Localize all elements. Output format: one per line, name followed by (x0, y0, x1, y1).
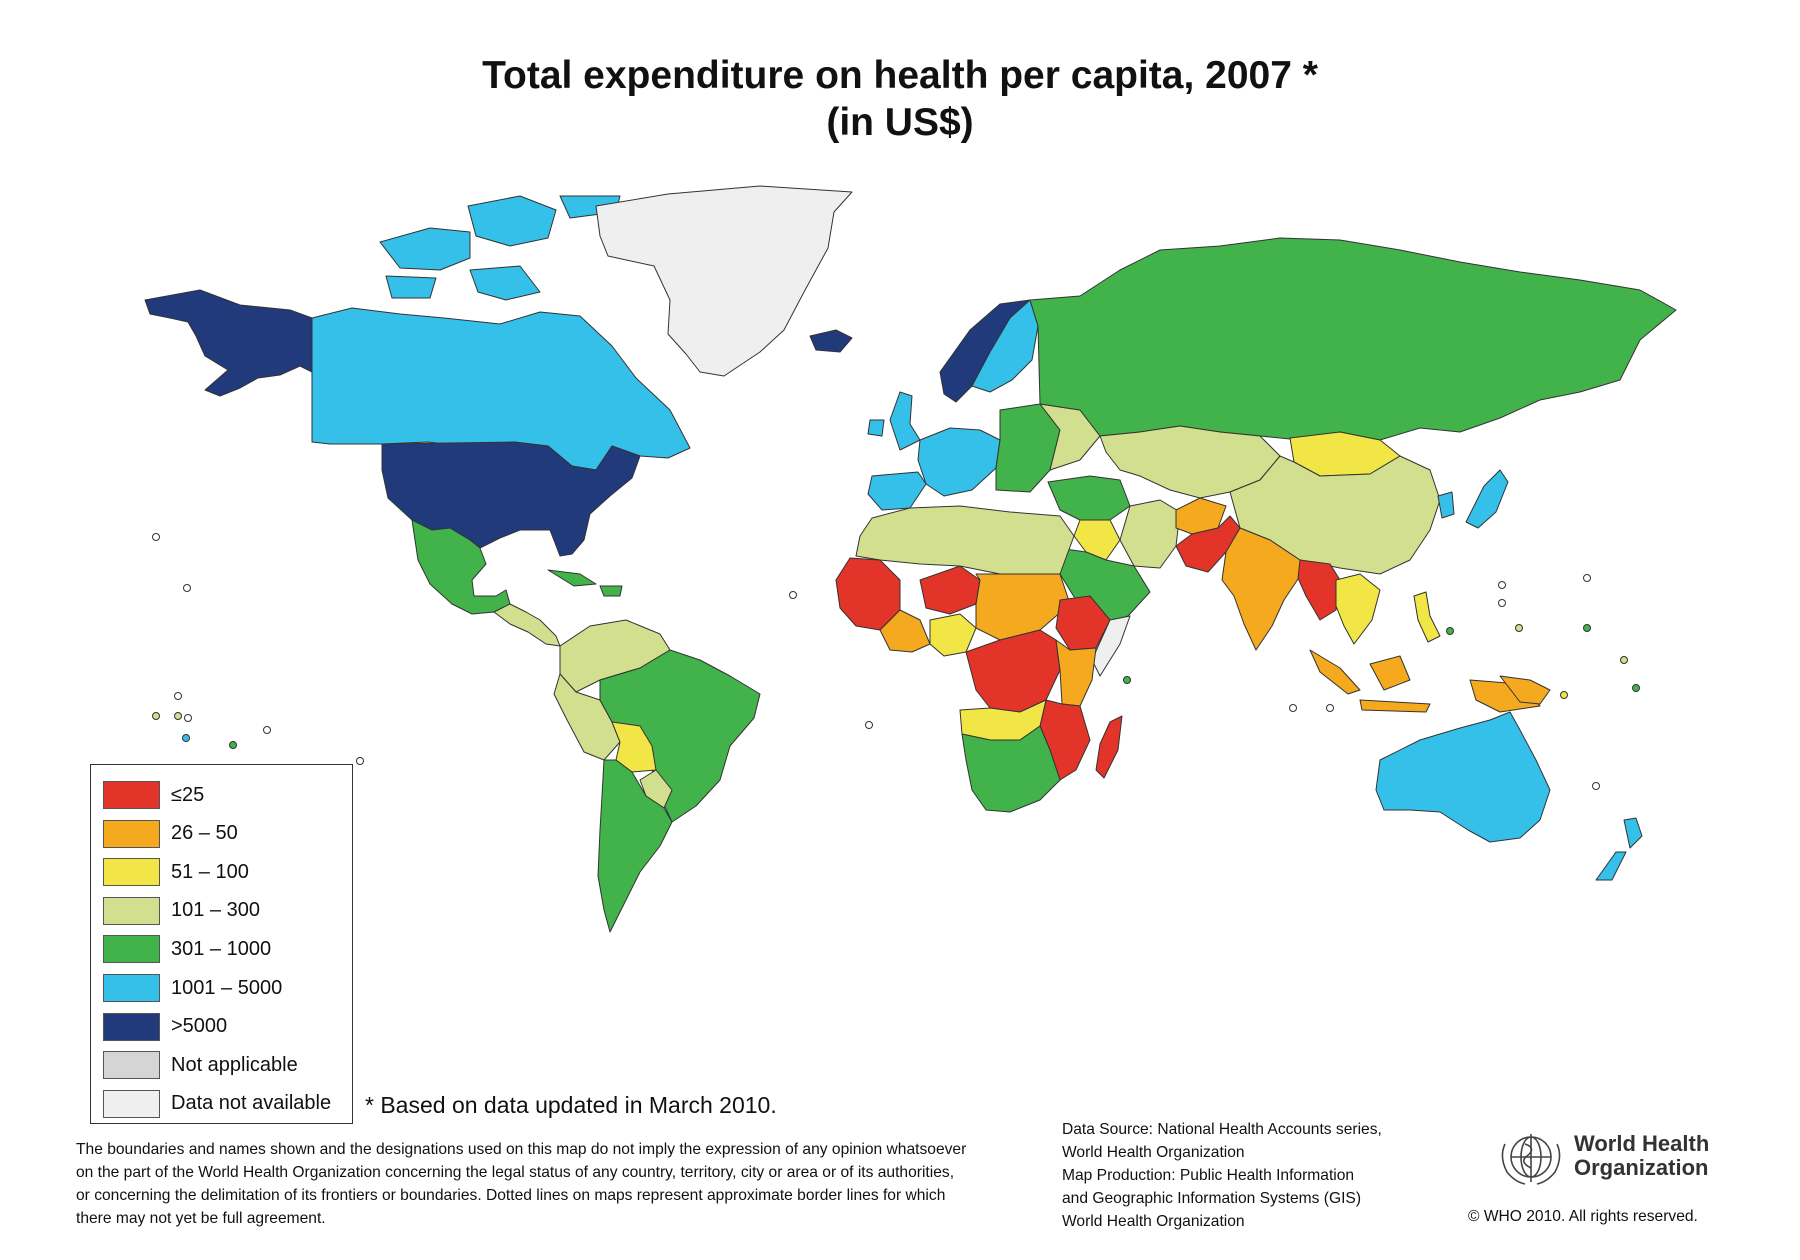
who-name-line-1: World Health (1574, 1131, 1710, 1156)
legend-label: ≤25 (171, 783, 205, 806)
map-title: Total expenditure on health per capita, … (0, 52, 1800, 146)
legend-label: Data not available (171, 1092, 332, 1115)
legend-item: ≤25 (103, 779, 204, 811)
region-india[interactable] (1221, 527, 1301, 651)
disclaimer-line: on the part of the World Health Organiza… (76, 1164, 955, 1181)
who-name-line-2: Organization (1574, 1155, 1709, 1180)
legend-item: 26 – 50 (103, 818, 238, 850)
region-peru-ecuador[interactable] (553, 673, 621, 761)
footnote: * Based on data updated in March 2010. (365, 1092, 777, 1118)
region-iceland[interactable] (809, 329, 853, 353)
region-alaska[interactable] (144, 289, 313, 397)
source-line: and Geographic Information Systems (GIS) (1062, 1190, 1362, 1207)
region-papua[interactable] (1499, 675, 1551, 705)
legend-swatch (103, 781, 160, 809)
copyright: © WHO 2010. All rights reserved. (1468, 1208, 1698, 1225)
region-mexico[interactable] (411, 519, 511, 615)
map-legend: ≤25 26 – 50 51 – 100 101 – 300 301 – 1000 100… (90, 764, 353, 1124)
legend-label: Not applicable (171, 1053, 298, 1076)
region-myanmar-bangladesh[interactable] (1297, 559, 1341, 621)
legend-label: 26 – 50 (171, 822, 238, 845)
title-line-1: Total expenditure on health per capita, … (482, 54, 1318, 97)
legend-label: >5000 (171, 1015, 228, 1038)
disclaimer-line: The boundaries and names shown and the d… (76, 1141, 967, 1158)
legend-swatch (103, 819, 160, 848)
small-islands (152, 533, 1640, 790)
legend-label: 101 – 300 (171, 899, 260, 922)
region-caribbean[interactable] (547, 569, 623, 597)
region-central-africa[interactable] (965, 629, 1061, 713)
region-iberia[interactable] (867, 471, 927, 511)
legend-swatch (103, 935, 160, 964)
legend-swatch (103, 1089, 160, 1118)
data-source: Data Source: National Health Accounts se… (1062, 1118, 1382, 1233)
region-southern-africa[interactable] (961, 725, 1061, 813)
title-line-2: (in US$) (826, 101, 974, 144)
region-niger-chad[interactable] (919, 565, 981, 615)
legend-swatch (103, 858, 160, 887)
legend-label: 1001 – 5000 (171, 976, 283, 999)
region-canada-islands[interactable] (379, 195, 621, 301)
source-line: World Health Organization (1062, 1213, 1245, 1230)
region-middle-east[interactable] (1047, 475, 1131, 521)
region-central-america[interactable] (493, 603, 561, 647)
region-korea[interactable] (1437, 491, 1455, 519)
region-madagascar[interactable] (1095, 715, 1123, 779)
legend-item: Not applicable (103, 1049, 298, 1081)
region-philippines[interactable] (1413, 591, 1441, 643)
region-greenland[interactable] (595, 185, 853, 377)
region-argentina-chile[interactable] (597, 759, 673, 933)
disclaimer-line: or concerning the delimitation of its fr… (76, 1187, 946, 1204)
disclaimer: The boundaries and names shown and the d… (76, 1138, 1016, 1230)
region-bolivia[interactable] (611, 721, 657, 773)
legend-swatch (103, 1051, 160, 1080)
region-japan[interactable] (1465, 469, 1509, 529)
region-western-europe[interactable] (917, 427, 1001, 497)
legend-swatch (103, 974, 160, 1002)
legend-item: >5000 (103, 1011, 227, 1043)
region-new-zealand[interactable] (1595, 817, 1643, 881)
legend-item: 51 – 100 (103, 856, 249, 888)
region-north-africa[interactable] (855, 505, 1075, 575)
region-sahel[interactable] (975, 573, 1071, 641)
source-line: World Health Organization (1062, 1144, 1245, 1161)
legend-item: 301 – 1000 (103, 933, 271, 965)
region-iran[interactable] (1119, 499, 1181, 569)
source-line: Map Production: Public Health Informatio… (1062, 1167, 1355, 1184)
disclaimer-line: there may not yet be full agreement. (76, 1210, 326, 1227)
who-name: World Health Organization (1574, 1132, 1709, 1180)
legend-item: 101 – 300 (103, 895, 260, 927)
legend-swatch (103, 896, 160, 925)
source-line: Data Source: National Health Accounts se… (1062, 1121, 1382, 1138)
region-east-africa[interactable] (1055, 639, 1097, 707)
who-emblem-icon (1501, 1134, 1561, 1185)
legend-label: 301 – 1000 (171, 937, 272, 960)
region-nigeria[interactable] (929, 613, 977, 657)
region-uk-ireland[interactable] (867, 391, 921, 451)
region-russia[interactable] (1029, 237, 1677, 441)
legend-label: 51 – 100 (171, 860, 249, 883)
region-southeast-asia[interactable] (1335, 573, 1381, 645)
legend-swatch (103, 1012, 160, 1041)
legend-item: Data not available (103, 1088, 331, 1120)
region-arabia[interactable] (1057, 547, 1151, 627)
region-indonesia[interactable] (1309, 649, 1541, 713)
region-australia[interactable] (1375, 711, 1551, 843)
legend-item: 1001 – 5000 (103, 972, 282, 1004)
